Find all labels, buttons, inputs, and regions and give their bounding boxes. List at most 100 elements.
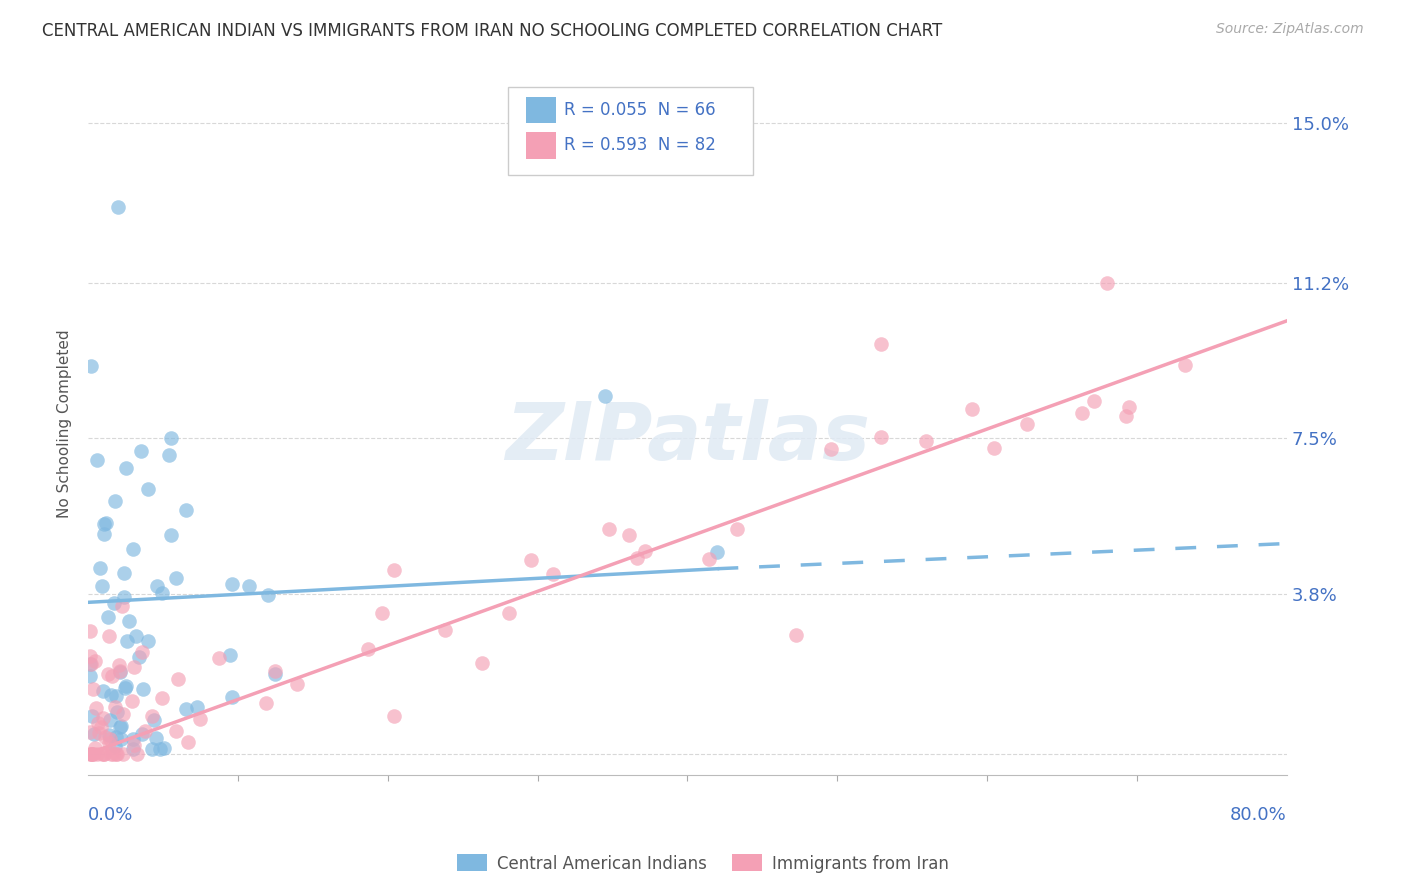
Point xyxy=(94,516,117,530)
Point xyxy=(153,740,176,755)
Point xyxy=(108,665,131,679)
Point xyxy=(80,359,103,373)
Point xyxy=(110,719,132,733)
Point xyxy=(86,700,108,714)
Point xyxy=(96,609,118,624)
Point xyxy=(121,693,143,707)
Point xyxy=(498,606,520,620)
Point xyxy=(79,669,101,683)
Point xyxy=(79,747,101,761)
Point xyxy=(134,723,156,738)
Point xyxy=(105,747,128,761)
Point xyxy=(190,713,212,727)
Point xyxy=(105,706,128,720)
Point xyxy=(97,667,120,681)
Text: Source: ZipAtlas.com: Source: ZipAtlas.com xyxy=(1216,22,1364,37)
Point xyxy=(186,700,208,714)
Point xyxy=(86,452,108,467)
Point xyxy=(177,735,200,749)
Point xyxy=(264,665,287,679)
Point xyxy=(1118,401,1140,415)
FancyBboxPatch shape xyxy=(526,132,555,159)
Point xyxy=(617,528,640,542)
Point xyxy=(100,731,122,746)
Legend: Central American Indians, Immigrants from Iran: Central American Indians, Immigrants fro… xyxy=(450,847,956,880)
Point xyxy=(960,402,983,417)
Point xyxy=(138,633,160,648)
Point xyxy=(87,726,110,740)
Point xyxy=(174,503,197,517)
Point xyxy=(80,657,103,671)
Point xyxy=(79,724,101,739)
Point xyxy=(697,552,720,566)
Point xyxy=(91,684,114,698)
Point xyxy=(593,389,616,403)
Point xyxy=(97,728,120,742)
Point xyxy=(725,522,748,536)
Point xyxy=(79,649,101,664)
Point xyxy=(167,672,190,686)
Point xyxy=(115,633,138,648)
Point xyxy=(221,690,243,705)
Point xyxy=(983,441,1005,455)
Point xyxy=(115,679,138,693)
Text: ZIPatlas: ZIPatlas xyxy=(505,399,870,477)
Point xyxy=(100,688,122,702)
Point xyxy=(869,337,891,351)
Point xyxy=(111,599,134,613)
Point xyxy=(93,730,115,744)
Text: R = 0.593  N = 82: R = 0.593 N = 82 xyxy=(564,136,716,154)
Point xyxy=(915,434,938,448)
Point xyxy=(1083,394,1105,409)
Point xyxy=(148,742,170,756)
Y-axis label: No Schooling Completed: No Schooling Completed xyxy=(58,329,72,518)
Point xyxy=(98,713,121,727)
Point xyxy=(105,730,128,744)
Point xyxy=(382,563,405,577)
Point xyxy=(238,579,260,593)
Point xyxy=(114,461,136,475)
Point xyxy=(87,716,110,731)
Point xyxy=(83,741,105,756)
Point xyxy=(121,742,143,756)
Point xyxy=(79,747,101,761)
Point xyxy=(1017,417,1039,432)
Point xyxy=(93,747,115,761)
Point xyxy=(150,690,173,705)
Point xyxy=(79,624,101,638)
Point xyxy=(165,570,187,584)
Point xyxy=(143,713,166,727)
Point xyxy=(634,544,657,558)
Point xyxy=(93,747,115,761)
Point xyxy=(165,724,187,739)
Point xyxy=(111,707,134,722)
Point xyxy=(285,677,308,691)
Point xyxy=(121,542,143,557)
Text: 80.0%: 80.0% xyxy=(1230,806,1286,824)
Point xyxy=(82,709,104,723)
Point xyxy=(150,586,173,600)
Point xyxy=(114,681,136,696)
Point xyxy=(145,731,167,745)
Point xyxy=(129,444,152,458)
Point xyxy=(471,656,494,670)
Point xyxy=(520,552,543,566)
Point xyxy=(100,747,122,761)
Point xyxy=(127,747,149,761)
Point xyxy=(160,527,183,541)
Point xyxy=(104,690,127,704)
Point xyxy=(110,720,132,734)
FancyBboxPatch shape xyxy=(526,97,555,123)
Text: 0.0%: 0.0% xyxy=(89,806,134,824)
Point xyxy=(122,659,145,673)
Point xyxy=(357,642,380,657)
Point xyxy=(1115,409,1137,423)
Point xyxy=(136,482,159,496)
Point xyxy=(101,747,124,761)
Point xyxy=(1095,276,1118,290)
Point xyxy=(89,561,111,575)
Point xyxy=(221,577,243,591)
Text: CENTRAL AMERICAN INDIAN VS IMMIGRANTS FROM IRAN NO SCHOOLING COMPLETED CORRELATI: CENTRAL AMERICAN INDIAN VS IMMIGRANTS FR… xyxy=(42,22,942,40)
Point xyxy=(131,645,153,659)
Point xyxy=(219,648,242,663)
